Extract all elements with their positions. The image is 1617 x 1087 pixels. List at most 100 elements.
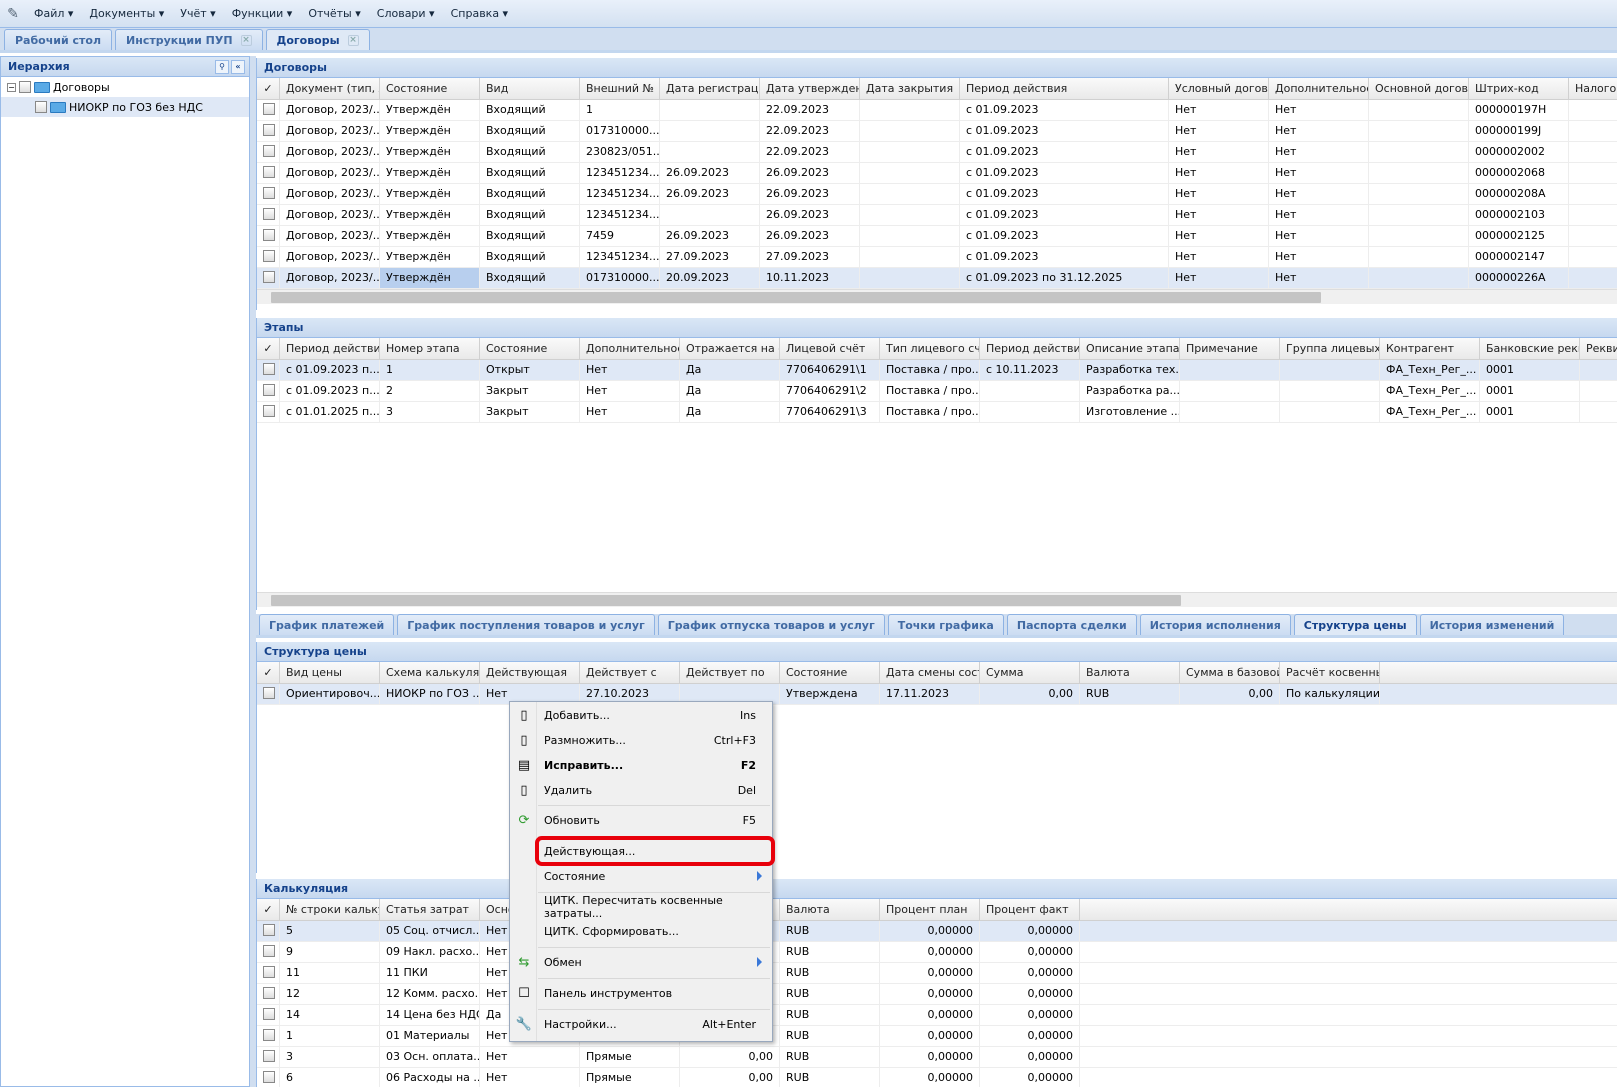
tab-1[interactable]: Инструкции ПУП × [115,29,263,50]
row-select-cell[interactable] [257,163,280,183]
column-header[interactable]: Рекви [1580,338,1617,359]
row-checkbox[interactable] [263,1008,275,1020]
column-header[interactable]: Дополнительное с [1269,78,1369,99]
table-row[interactable]: с 01.09.2023 п... 2 Закрыт Нет Да 7706406291\… [257,381,1617,402]
menu-5[interactable]: Словари ▾ [376,7,435,20]
table-row[interactable]: 12 12 Комм. расхо... Нет RUB 0,00000 0,00000 [257,984,1617,1005]
row-select-cell[interactable] [257,268,280,288]
tree-checkbox[interactable] [35,101,47,113]
row-checkbox[interactable] [263,145,275,157]
column-header[interactable]: ✓ [257,78,280,99]
detail-tab-0[interactable]: График платежей [259,614,395,635]
column-header[interactable]: Валюта [780,899,880,920]
column-header[interactable]: Документ (тип, № [280,78,380,99]
column-header[interactable]: Расчёт косвенных [1280,662,1380,683]
column-header[interactable]: Валюта [1080,662,1180,683]
detail-tab-7[interactable]: История изменений [1419,614,1565,635]
close-tab-icon[interactable]: × [240,34,252,46]
table-row[interactable]: Договор, 2023/... Утверждён Входящий 017310… [257,268,1617,289]
row-select-cell[interactable] [257,247,280,267]
stages-hscrollbar[interactable] [257,592,1617,607]
row-checkbox[interactable] [263,966,275,978]
column-header[interactable]: Описание этапа [1080,338,1180,359]
row-select-cell[interactable] [257,921,280,941]
detail-tab-1[interactable]: График поступления товаров и услуг [397,614,655,635]
column-header[interactable]: Вид цены [280,662,380,683]
row-checkbox[interactable] [263,363,275,375]
context-menu-item[interactable]: ☐ Панель инструментов [510,981,772,1005]
menu-3[interactable]: Функции ▾ [231,7,293,20]
column-header[interactable]: Период действия л [980,338,1080,359]
row-checkbox[interactable] [263,987,275,999]
tab-0[interactable]: Рабочий стол [4,29,113,50]
column-header[interactable]: Состояние [480,338,580,359]
tree-checkbox[interactable] [19,81,31,93]
column-header[interactable]: Группа лицевых сч [1280,338,1380,359]
menu-6[interactable]: Справка ▾ [450,7,509,20]
table-row[interactable]: 101 МатериалыНетПрямые0,00RUB0,000000,00… [257,1026,1617,1047]
column-header[interactable]: Дата регистрации [660,78,760,99]
column-header[interactable]: Период действия... [280,338,380,359]
column-header[interactable]: Статья затрат [380,899,480,920]
tree-item-niokr[interactable]: НИОКР по ГОЗ без НДС [1,97,249,117]
table-row[interactable]: Договор, 2023/... Утверждён Входящий 1 22.09… [257,100,1617,121]
row-checkbox[interactable] [263,187,275,199]
row-select-cell[interactable] [257,1026,280,1046]
menu-0[interactable]: Файл ▾ [34,7,74,20]
column-header[interactable]: Номер этапа [380,338,480,359]
table-row[interactable]: Договор, 2023/... Утверждён Входящий 7459 26… [257,226,1617,247]
column-header[interactable]: Отражается на сум [680,338,780,359]
table-row[interactable]: Договор, 2023/... Утверждён Входящий 017310… [257,121,1617,142]
table-row[interactable]: Ориентировоч... НИОКР по ГОЗ ... Нет 27.10.… [257,684,1617,705]
row-checkbox[interactable] [263,945,275,957]
menu-1[interactable]: Документы ▾ [89,7,165,20]
tree-collapse-icon[interactable]: − [7,82,16,92]
row-checkbox[interactable] [263,166,275,178]
row-select-cell[interactable] [257,226,280,246]
row-checkbox[interactable] [263,1071,275,1083]
row-select-cell[interactable] [257,205,280,225]
row-checkbox[interactable] [263,405,275,417]
table-row[interactable]: Договор, 2023/... Утверждён Входящий 123451… [257,184,1617,205]
table-row[interactable]: 5 05 Соц. отчисл... Нет RUB 0,00000 0,00000 [257,921,1617,942]
column-header[interactable]: Лицевой счёт [780,338,880,359]
column-header[interactable]: № строки калькул [280,899,380,920]
column-header[interactable]: ✓ [257,338,280,359]
column-header[interactable]: Состояние [780,662,880,683]
column-header[interactable]: Дата смены состоя [880,662,980,683]
close-tab-icon[interactable]: × [347,34,359,46]
context-menu-item[interactable]: Действующая... [510,839,772,863]
table-row[interactable]: Договор, 2023/... Утверждён Входящий 230823… [257,142,1617,163]
context-menu-item[interactable]: ▯ Добавить... Ins [510,703,772,727]
row-select-cell[interactable] [257,184,280,204]
panel-splitter[interactable] [250,56,256,1087]
column-header[interactable]: Процент план [880,899,980,920]
row-checkbox[interactable] [263,250,275,262]
column-header[interactable]: Внешний № [580,78,660,99]
context-menu-item[interactable]: ⇆ Обмен [510,950,772,974]
column-header[interactable]: Условный договор [1169,78,1269,99]
column-header[interactable]: Контрагент [1380,338,1480,359]
row-select-cell[interactable] [257,121,280,141]
table-row[interactable]: 3 03 Осн. оплата... Нет Прямые 0,00 RUB 0,0000… [257,1047,1617,1068]
column-header[interactable]: Вид [480,78,580,99]
table-row[interactable]: 6 06 Расходы на ... Нет Прямые 0,00 RUB 0,0000… [257,1068,1617,1087]
column-header[interactable]: Примечание [1180,338,1280,359]
column-header[interactable]: Состояние [380,78,480,99]
context-menu-item[interactable]: Состояние [510,864,772,888]
context-menu-item[interactable]: 🔧 Настройки... Alt+Enter [510,1012,772,1036]
table-row[interactable]: 14 14 Цена без НДС Да RUB 0,00000 0,00000 [257,1005,1617,1026]
column-header[interactable]: Действующая [480,662,580,683]
table-row[interactable]: Договор, 2023/... Утверждён Входящий 123451… [257,205,1617,226]
column-header[interactable]: Действует с [580,662,680,683]
menu-4[interactable]: Отчёты ▾ [308,7,361,20]
contracts-hscrollbar[interactable] [257,289,1617,304]
table-row[interactable]: Договор, 2023/... Утверждён Входящий 123451… [257,247,1617,268]
tab-2[interactable]: Договоры × [265,29,370,50]
context-menu-item[interactable]: ЦИТК. Сформировать... [510,919,772,943]
row-select-cell[interactable] [257,684,280,704]
column-header[interactable]: Период действия [960,78,1169,99]
row-checkbox[interactable] [263,1029,275,1041]
column-header[interactable]: Сумма в базовой в [1180,662,1280,683]
row-checkbox[interactable] [263,384,275,396]
